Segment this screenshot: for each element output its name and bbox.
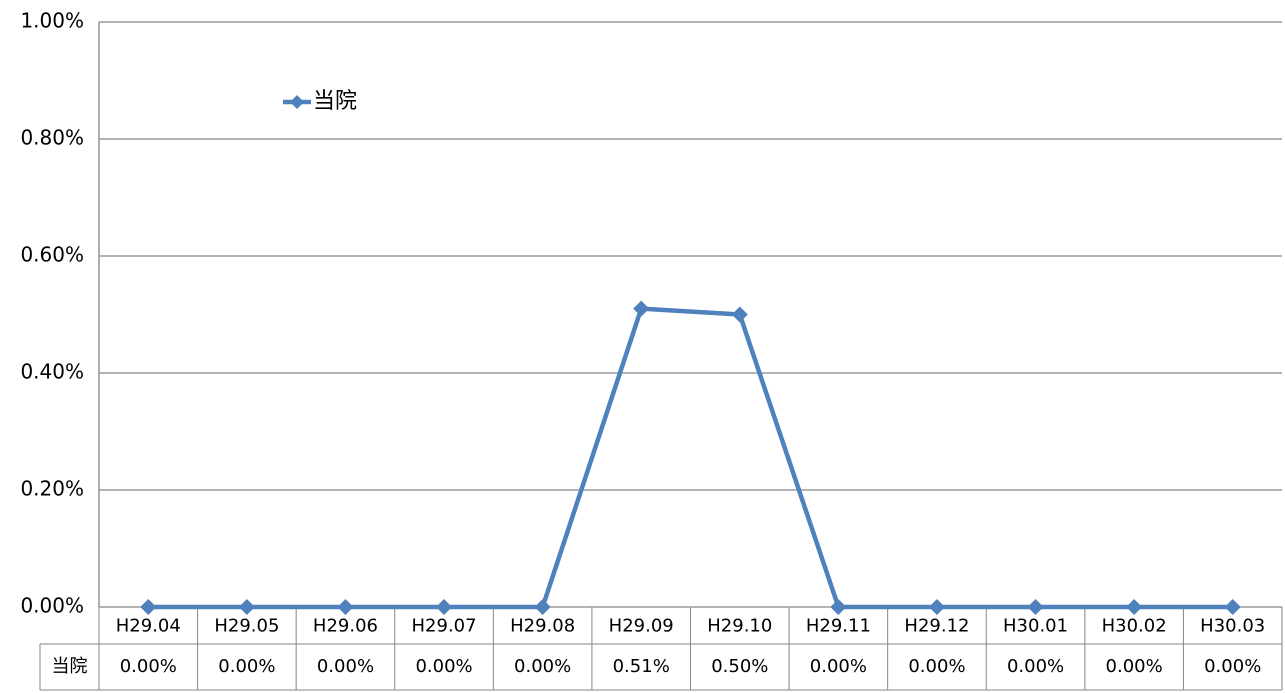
data-point (830, 599, 847, 615)
data-point (1224, 599, 1241, 615)
table-value: 0.00% (415, 656, 472, 677)
table-value: 0.50% (711, 656, 768, 677)
table-value: 0.51% (613, 656, 670, 677)
x-tick-label: H29.11 (806, 616, 871, 637)
x-tick-label: H29.10 (707, 616, 772, 637)
x-tick-label: H29.12 (904, 616, 969, 637)
x-tick-label: H29.06 (313, 616, 378, 637)
data-point (928, 599, 945, 615)
x-tick-label: H29.08 (510, 616, 575, 637)
legend-label: 当院 (313, 89, 357, 114)
x-tick-label: H29.09 (609, 616, 674, 637)
y-tick-label: 1.00% (20, 9, 84, 33)
table-row-label: 当院 (52, 656, 88, 677)
table-value: 0.00% (120, 656, 177, 677)
data-point (337, 599, 354, 615)
data-point (633, 300, 650, 317)
legend-marker (290, 95, 304, 109)
table-value: 0.00% (908, 656, 965, 677)
x-tick-label: H30.03 (1200, 616, 1265, 637)
data-point (1126, 599, 1143, 615)
data-point (731, 306, 748, 323)
x-tick-label: H30.02 (1102, 616, 1167, 637)
table-value: 0.00% (218, 656, 275, 677)
x-tick-label: H30.01 (1003, 616, 1068, 637)
y-tick-label: 0.80% (20, 126, 84, 150)
x-tick-label: H29.05 (214, 616, 279, 637)
table-value: 0.00% (810, 656, 867, 677)
table-value: 0.00% (1204, 656, 1261, 677)
x-tick-label: H29.07 (412, 616, 477, 637)
y-tick-label: 0.00% (20, 594, 84, 618)
data-line (148, 306, 1233, 610)
y-tick-label: 0.40% (20, 360, 84, 384)
data-point (436, 599, 453, 615)
data-point (534, 599, 551, 615)
data-point (140, 599, 157, 615)
x-tick-label: H29.04 (116, 616, 181, 637)
table-value: 0.00% (317, 656, 374, 677)
y-tick-label: 0.60% (20, 243, 84, 267)
table-value: 0.00% (1106, 656, 1163, 677)
y-tick-label: 0.20% (20, 477, 84, 501)
data-point (1027, 599, 1044, 615)
data-point (238, 599, 255, 615)
table-value: 0.00% (514, 656, 571, 677)
table-value: 0.00% (1007, 656, 1064, 677)
